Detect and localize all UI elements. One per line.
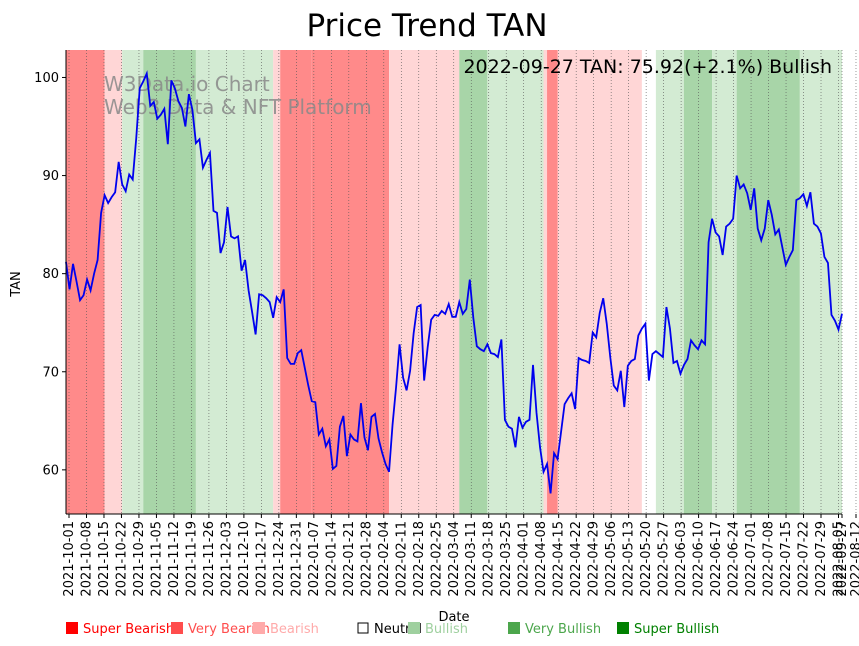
sentiment-band-7-very-bearish: [311, 50, 390, 514]
watermark-line-2: Web3 Data & NFT Platform: [104, 95, 372, 119]
x-tick-label: 2022-01-14: [324, 521, 339, 597]
legend-swatch-super-bullish: [617, 622, 629, 634]
x-axis-ticks: 2021-10-01 2021-10-08 2021-10-15 2021-10-22…: [62, 514, 859, 597]
x-tick-label: 2022-08-12: [849, 521, 859, 597]
legend-swatch-very-bullish: [508, 622, 520, 634]
x-tick-label: 2022-04-22: [569, 521, 584, 597]
legend-swatch-super-bearish: [66, 622, 78, 634]
y-tick-label: 60: [42, 463, 59, 478]
sentiment-band-12-very-bearish: [547, 50, 558, 514]
x-tick-label: 2022-05-20: [639, 521, 654, 597]
legend-swatch-neutral: [357, 622, 369, 634]
x-tick-label: 2022-01-28: [359, 521, 374, 597]
y-axis-ticks: 60 70 80 90 100: [34, 71, 66, 478]
x-tick-label: 2022-09-27: [835, 521, 850, 597]
sentiment-band-8-bearish: [389, 50, 460, 514]
x-tick-label: 2022-05-06: [604, 521, 619, 597]
legend-label-super-bullish: Super Bullish: [634, 622, 719, 637]
x-tick-label: 2022-02-25: [429, 521, 444, 597]
x-tick-label: 2022-04-15: [552, 521, 567, 597]
legend-label-super-bearish: Super Bearish: [83, 622, 174, 637]
sentiment-band-11-bearish: [543, 50, 642, 514]
x-tick-label: 2021-12-24: [272, 521, 287, 597]
legend-label-very-bearish: Very Bearish: [188, 622, 270, 637]
sentiment-band-10-bullish: [487, 50, 544, 514]
x-tick-label: 2021-10-01: [62, 521, 77, 597]
vertical-gridlines: [68, 50, 857, 514]
watermark-line-1: W3Data.io Chart: [104, 72, 270, 96]
x-tick-label: 2021-11-05: [149, 521, 164, 597]
x-tick-label: 2022-06-03: [674, 521, 689, 597]
legend-label-very-bullish: Very Bullish: [525, 622, 601, 637]
x-tick-label: 2022-02-04: [377, 521, 392, 597]
x-tick-label: 2021-11-12: [167, 521, 182, 597]
sentiment-band-1-bearish: [104, 50, 123, 514]
price-line: [65, 70, 843, 494]
x-tick-label: 2022-07-15: [779, 521, 794, 597]
y-tick-label: 80: [42, 267, 59, 282]
x-tick-label: 2022-06-10: [692, 521, 707, 597]
y-tick-label: 70: [42, 365, 59, 380]
x-tick-label: 2022-02-11: [394, 521, 409, 597]
sentiment-band-2-bullish: [122, 50, 144, 514]
x-tick-label: 2022-01-21: [342, 521, 357, 597]
x-tick-label: 2022-03-04: [447, 521, 462, 597]
sentiment-band-15-bullish: [712, 50, 737, 514]
x-tick-label: 2022-03-25: [499, 521, 514, 597]
x-tick-label: 2021-12-03: [219, 521, 234, 597]
sentiment-band-6-very-bearish: [280, 50, 312, 514]
x-tick-label: 2022-01-07: [307, 521, 322, 597]
sentiment-band-13-bullish: [655, 50, 684, 514]
x-tick-label: 2022-07-22: [797, 521, 812, 597]
x-tick-label: 2022-06-24: [727, 521, 742, 597]
x-tick-label: 2022-05-27: [657, 521, 672, 597]
legend-swatch-bullish: [408, 622, 420, 634]
y-tick-label: 100: [34, 71, 59, 86]
legend-label-bullish: Bullish: [425, 622, 468, 637]
x-tick-label: 2021-10-15: [97, 521, 112, 597]
latest-price-annotation: 2022-09-27 TAN: 75.92(+2.1%) Bullish: [463, 56, 832, 78]
y-tick-label: 90: [42, 169, 59, 184]
sentiment-band-5-bearish: [273, 50, 281, 514]
x-tick-label: 2022-08-05: [832, 521, 847, 597]
x-tick-label: 2022-07-08: [762, 521, 777, 597]
x-tick-label: 2021-10-08: [79, 521, 94, 597]
x-axis-label: Date: [438, 610, 469, 625]
x-tick-label: 2022-04-08: [534, 521, 549, 597]
chart-title: Price Trend TAN: [306, 8, 547, 44]
legend-label-bearish: Bearish: [270, 622, 319, 637]
x-tick-label: 2021-11-26: [202, 521, 217, 597]
legend-swatch-bearish: [253, 622, 265, 634]
x-tick-label: 2022-07-01: [744, 521, 759, 597]
x-tick-label: 2022-03-18: [482, 521, 497, 597]
legend: Super Bearish Very Bearish Bearish Neutral B…: [66, 622, 719, 637]
x-tick-label: 2022-03-11: [464, 521, 479, 597]
sentiment-band-0-very-bearish: [66, 50, 105, 514]
x-tick-label: 2022-04-29: [587, 521, 602, 597]
x-tick-label: 2021-10-29: [132, 521, 147, 597]
x-tick-label: 2021-11-19: [184, 521, 199, 597]
x-tick-label: 2022-07-29: [814, 521, 829, 597]
x-tick-label: 2022-02-18: [412, 521, 427, 597]
y-axis-label: TAN: [9, 271, 24, 298]
x-tick-label: 2021-12-17: [254, 521, 269, 597]
sentiment-band-9-very-bullish: [459, 50, 488, 514]
x-tick-label: 2021-10-22: [114, 521, 129, 597]
x-tick-label: 2022-04-01: [517, 521, 532, 597]
x-tick-label: 2022-05-13: [622, 521, 637, 597]
x-tick-label: 2021-12-31: [289, 521, 304, 597]
legend-swatch-very-bearish: [171, 622, 183, 634]
x-tick-label: 2022-06-17: [709, 521, 724, 597]
x-tick-label: 2021-12-10: [237, 521, 252, 597]
